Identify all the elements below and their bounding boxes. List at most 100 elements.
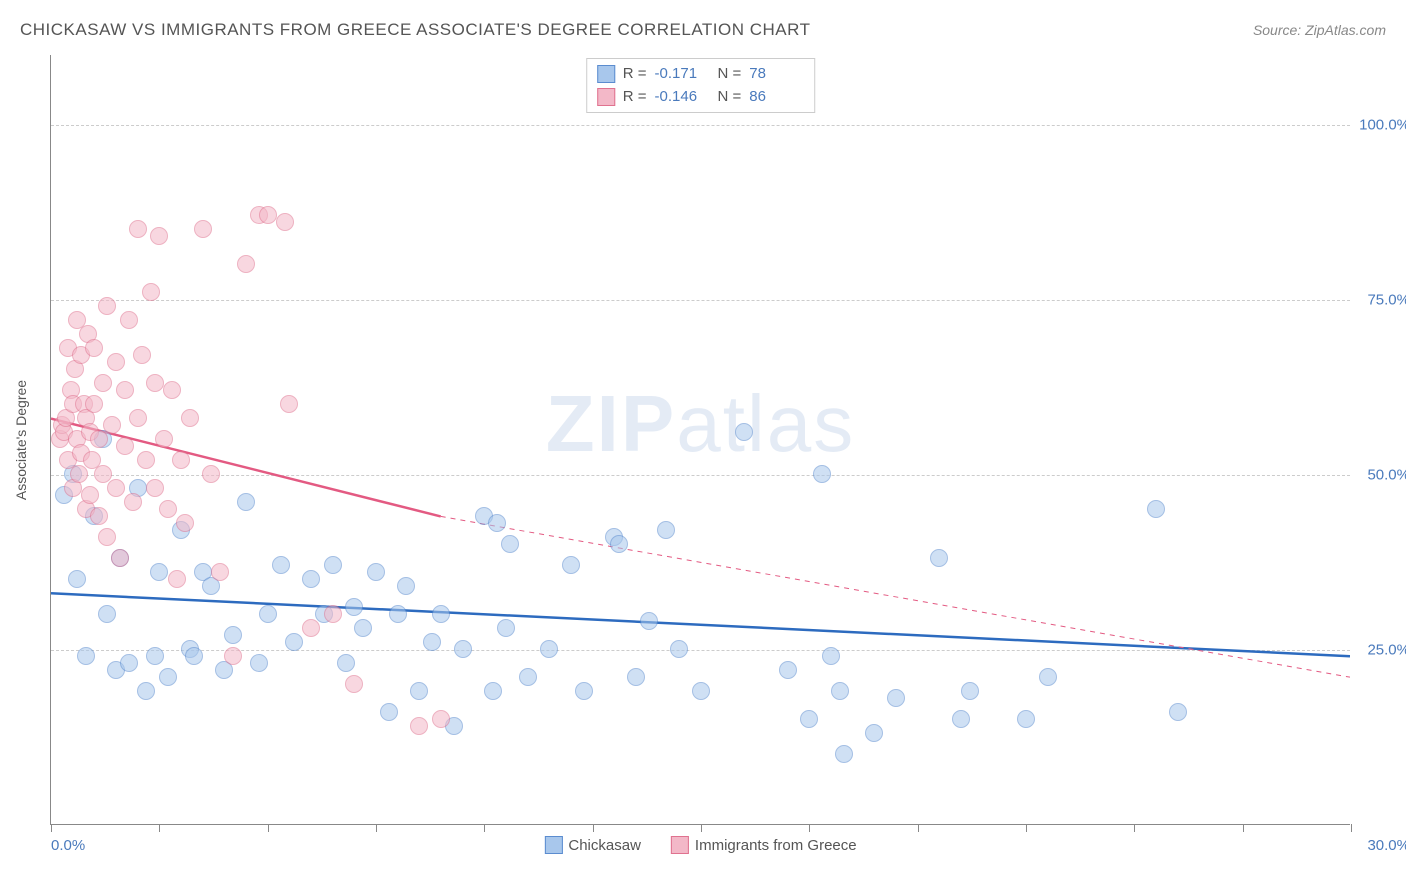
data-point — [107, 479, 125, 497]
x-tick — [809, 824, 810, 832]
data-point — [159, 500, 177, 518]
x-axis-max-label: 30.0% — [1367, 837, 1406, 854]
data-point — [302, 570, 320, 588]
trendline-solid — [51, 593, 1350, 656]
n-label: N = — [718, 63, 742, 86]
data-point — [259, 605, 277, 623]
data-point — [276, 213, 294, 231]
r-label: R = — [623, 86, 647, 109]
data-point — [519, 668, 537, 686]
data-point — [280, 395, 298, 413]
watermark: ZIPatlas — [546, 378, 855, 470]
data-point — [202, 465, 220, 483]
data-point — [324, 605, 342, 623]
data-point — [1147, 500, 1165, 518]
x-tick — [1026, 824, 1027, 832]
data-point — [146, 374, 164, 392]
legend-swatch — [597, 65, 615, 83]
data-point — [345, 598, 363, 616]
data-point — [129, 220, 147, 238]
legend-swatch — [544, 836, 562, 854]
data-point — [120, 654, 138, 672]
x-tick — [484, 824, 485, 832]
data-point — [103, 416, 121, 434]
data-point — [120, 311, 138, 329]
data-point — [129, 409, 147, 427]
y-tick-label: 50.0% — [1367, 467, 1406, 484]
data-point — [107, 353, 125, 371]
data-point — [779, 661, 797, 679]
data-point — [865, 724, 883, 742]
data-point — [497, 619, 515, 637]
data-point — [146, 479, 164, 497]
data-point — [692, 682, 710, 700]
data-point — [111, 549, 129, 567]
data-point — [1169, 703, 1187, 721]
x-tick — [1243, 824, 1244, 832]
data-point — [831, 682, 849, 700]
legend-item: Chickasaw — [544, 836, 641, 854]
r-value: -0.171 — [655, 63, 710, 86]
stats-legend: R =-0.171N =78R =-0.146N =86 — [586, 58, 816, 113]
data-point — [70, 465, 88, 483]
r-label: R = — [623, 63, 647, 86]
data-point — [90, 430, 108, 448]
legend-item: Immigrants from Greece — [671, 836, 857, 854]
data-point — [224, 626, 242, 644]
data-point — [337, 654, 355, 672]
data-point — [540, 640, 558, 658]
n-value: 78 — [749, 63, 804, 86]
title-bar: CHICKASAW VS IMMIGRANTS FROM GREECE ASSO… — [20, 20, 1386, 40]
data-point — [670, 640, 688, 658]
data-point — [410, 682, 428, 700]
data-point — [168, 570, 186, 588]
data-point — [259, 206, 277, 224]
data-point — [90, 507, 108, 525]
series-legend: Chickasaw Immigrants from Greece — [544, 836, 856, 854]
x-tick — [1351, 824, 1352, 832]
data-point — [800, 710, 818, 728]
data-point — [237, 493, 255, 511]
x-tick — [159, 824, 160, 832]
y-axis-title: Associate's Degree — [13, 379, 29, 499]
stats-row: R = -0.171 N = 78 — [597, 63, 805, 86]
data-point — [85, 395, 103, 413]
x-tick — [593, 824, 594, 832]
legend-swatch — [597, 88, 615, 106]
data-point — [640, 612, 658, 630]
data-point — [345, 675, 363, 693]
data-point — [137, 682, 155, 700]
data-point — [181, 409, 199, 427]
data-point — [224, 647, 242, 665]
data-point — [250, 654, 268, 672]
data-point — [237, 255, 255, 273]
trendline-dashed — [441, 516, 1350, 677]
y-tick-label: 100.0% — [1359, 117, 1406, 134]
stats-row: R =-0.146N =86 — [597, 86, 805, 109]
x-tick — [51, 824, 52, 832]
data-point — [172, 451, 190, 469]
chart-title: CHICKASAW VS IMMIGRANTS FROM GREECE ASSO… — [20, 20, 811, 40]
data-point — [1017, 710, 1035, 728]
x-tick — [268, 824, 269, 832]
data-point — [137, 451, 155, 469]
x-axis-min-label: 0.0% — [51, 837, 85, 854]
data-point — [133, 346, 151, 364]
data-point — [423, 633, 441, 651]
data-point — [380, 703, 398, 721]
data-point — [124, 493, 142, 511]
source-label: Source: ZipAtlas.com — [1253, 22, 1386, 38]
data-point — [410, 717, 428, 735]
data-point — [94, 374, 112, 392]
data-point — [185, 647, 203, 665]
data-point — [562, 556, 580, 574]
r-value: -0.146 — [655, 86, 710, 109]
data-point — [627, 668, 645, 686]
gridline — [51, 125, 1350, 126]
data-point — [432, 605, 450, 623]
data-point — [501, 535, 519, 553]
data-point — [81, 486, 99, 504]
data-point — [163, 381, 181, 399]
gridline — [51, 650, 1350, 651]
data-point — [813, 465, 831, 483]
